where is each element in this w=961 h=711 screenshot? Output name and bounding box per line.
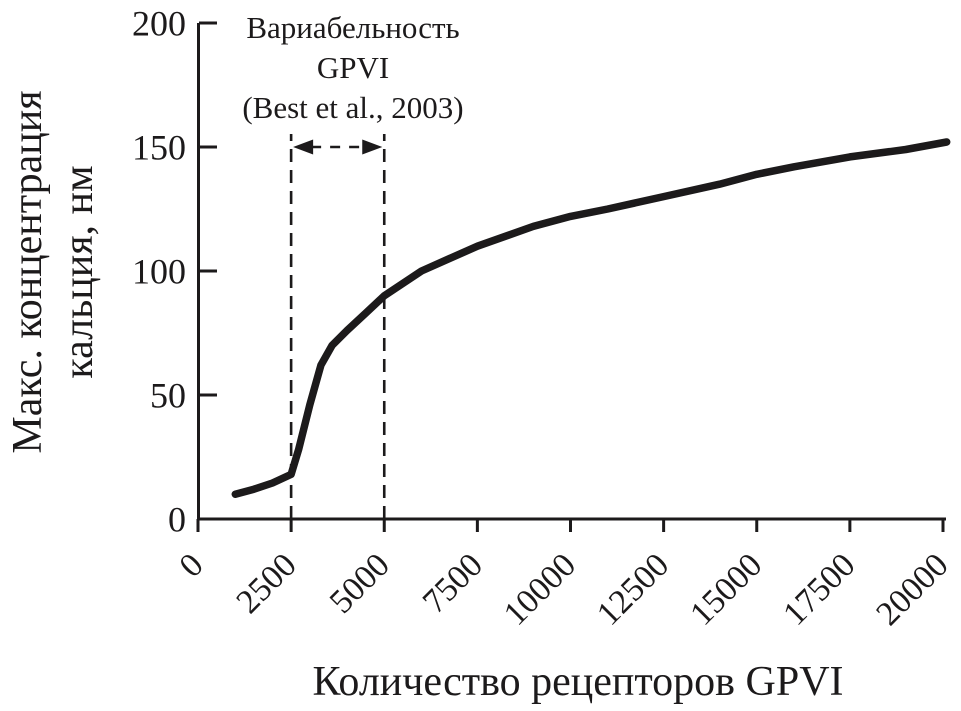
- arrow-head-left-icon: [293, 139, 314, 155]
- x-tick-label: 5000: [323, 546, 397, 620]
- x-tick-label: 15000: [683, 546, 769, 632]
- y-axis-title-line-1: Макс. концентрация: [5, 90, 51, 453]
- x-axis-ticks: 0 2500 5000 7500 10000 12500 15000 17500 20000: [172, 519, 956, 633]
- annotation-line-1: Вариабельность: [246, 10, 459, 45]
- x-axis-title: Количество рецепторов GPVI: [312, 659, 843, 705]
- y-tick-label: 100: [132, 252, 186, 292]
- x-tick-label: 12500: [590, 546, 676, 632]
- y-tick-label: 200: [132, 4, 186, 44]
- x-tick-label: 20000: [869, 546, 955, 632]
- y-tick-label: 0: [168, 500, 186, 540]
- x-tick-label: 0: [172, 546, 210, 584]
- x-tick-label: 2500: [230, 546, 304, 620]
- x-tick-label: 10000: [497, 546, 583, 632]
- arrow-head-right-icon: [362, 139, 383, 155]
- annotation-line-2: GPVI: [317, 50, 389, 85]
- x-tick-label: 17500: [776, 546, 862, 632]
- y-axis-title-line-2: кальция, нм: [56, 165, 102, 378]
- y-tick-label: 150: [132, 128, 186, 168]
- y-axis-ticks: 0 50 100 150 200: [132, 4, 217, 540]
- y-tick-label: 50: [150, 376, 186, 416]
- data-curve: [231, 138, 951, 498]
- annotation-line-3: (Best et al., 2003): [242, 90, 463, 125]
- x-tick-label: 7500: [416, 546, 490, 620]
